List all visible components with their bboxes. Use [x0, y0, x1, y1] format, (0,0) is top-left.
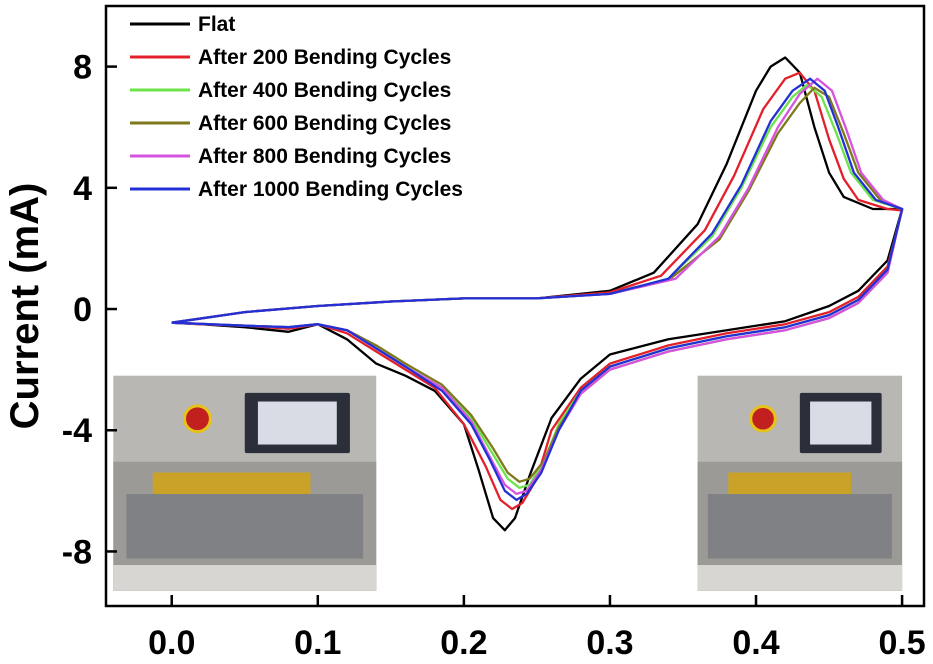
y-tick-label-1: 4: [73, 170, 92, 208]
ticks-layer: 0.0 0.1 0.2 0.3 0.4 0.5 8 4 0 -4 -8: [62, 49, 926, 662]
legend-label-0: Flat: [198, 13, 235, 36]
sample-film: [728, 472, 851, 495]
legend-label-1: After 200 Bending Cycles: [198, 46, 451, 69]
legend-label-2: After 400 Bending Cycles: [198, 79, 451, 102]
series-layer: [171, 56, 904, 532]
x-tick-label-2: 0.2: [440, 624, 487, 662]
screen-display: [810, 401, 872, 445]
y-tick-label-2: 0: [73, 291, 92, 329]
y-tick-label-4: -8: [62, 533, 92, 571]
x-tick-label-1: 0.1: [294, 624, 341, 662]
x-tick-label-4: 0.4: [732, 624, 779, 662]
legend-label-5: After 1000 Bending Cycles: [198, 178, 463, 201]
series-line-0: [171, 56, 904, 532]
bending-machine-photo-right: [697, 375, 903, 591]
screen-display: [257, 401, 337, 445]
ruler: [113, 565, 377, 591]
y-tick-label-3: -4: [62, 412, 92, 450]
y-tick-label-0: 8: [73, 49, 92, 87]
x-tick-label-3: 0.3: [586, 624, 633, 662]
legend-label-3: After 600 Bending Cycles: [198, 112, 451, 135]
y-axis-title: Current (mA): [3, 183, 47, 430]
red-switch: [749, 404, 777, 433]
insets-layer: [113, 375, 903, 591]
series-line-4: [171, 77, 904, 496]
x-tick-label-5: 0.5: [878, 624, 925, 662]
ruler: [697, 565, 903, 591]
bending-machine-photo-left: [113, 375, 377, 591]
red-switch: [183, 404, 212, 434]
legend-label-4: After 800 Bending Cycles: [198, 145, 451, 168]
machine-body: [126, 494, 364, 559]
machine-body: [707, 494, 892, 559]
series-line-5: [171, 77, 904, 502]
x-tick-label-0: 0.0: [148, 624, 195, 662]
sample-film: [152, 472, 311, 495]
series-line-1: [171, 71, 904, 511]
legend: Flat After 200 Bending Cycles After 400 Be…: [130, 13, 463, 201]
